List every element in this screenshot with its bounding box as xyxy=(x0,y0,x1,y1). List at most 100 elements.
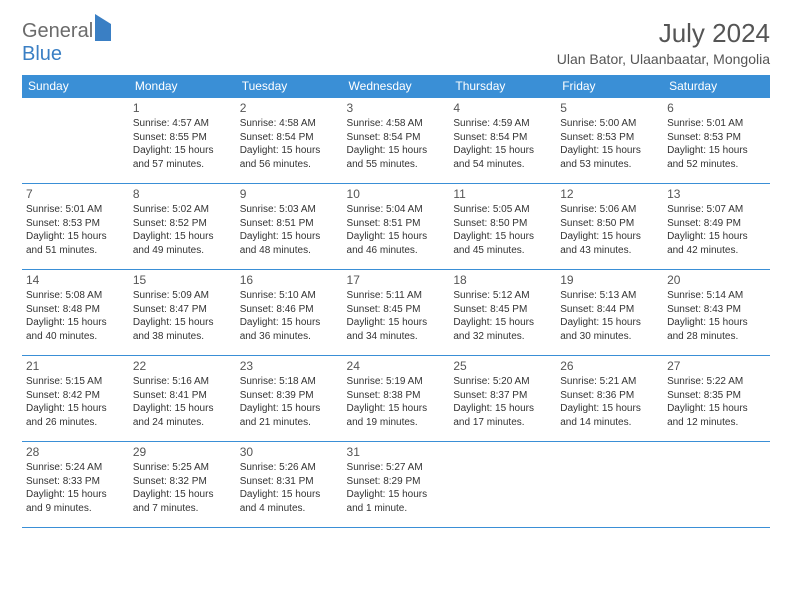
daylight-text: Daylight: 15 hours xyxy=(453,144,552,158)
calendar-day-cell: 30Sunrise: 5:26 AMSunset: 8:31 PMDayligh… xyxy=(236,442,343,528)
sunset-text: Sunset: 8:41 PM xyxy=(133,389,232,403)
sunset-text: Sunset: 8:44 PM xyxy=(560,303,659,317)
sunset-text: Sunset: 8:54 PM xyxy=(240,131,339,145)
weekday-header: Monday xyxy=(129,75,236,98)
calendar-day-cell: 31Sunrise: 5:27 AMSunset: 8:29 PMDayligh… xyxy=(343,442,450,528)
calendar-day-cell: 20Sunrise: 5:14 AMSunset: 8:43 PMDayligh… xyxy=(663,270,770,356)
calendar-day-cell: 19Sunrise: 5:13 AMSunset: 8:44 PMDayligh… xyxy=(556,270,663,356)
sunset-text: Sunset: 8:37 PM xyxy=(453,389,552,403)
sunrise-text: Sunrise: 5:10 AM xyxy=(240,289,339,303)
sunrise-text: Sunrise: 4:58 AM xyxy=(240,117,339,131)
daylight-text: Daylight: 15 hours xyxy=(26,316,125,330)
calendar-day-cell: 12Sunrise: 5:06 AMSunset: 8:50 PMDayligh… xyxy=(556,184,663,270)
calendar-day-cell: 10Sunrise: 5:04 AMSunset: 8:51 PMDayligh… xyxy=(343,184,450,270)
calendar-day-cell: 7Sunrise: 5:01 AMSunset: 8:53 PMDaylight… xyxy=(22,184,129,270)
daylight-text: Daylight: 15 hours xyxy=(240,144,339,158)
day-number: 26 xyxy=(560,358,659,374)
calendar-day-cell: 8Sunrise: 5:02 AMSunset: 8:52 PMDaylight… xyxy=(129,184,236,270)
daylight-text: and 7 minutes. xyxy=(133,502,232,516)
calendar-week-row: 1Sunrise: 4:57 AMSunset: 8:55 PMDaylight… xyxy=(22,98,770,184)
calendar-week-row: 28Sunrise: 5:24 AMSunset: 8:33 PMDayligh… xyxy=(22,442,770,528)
sunset-text: Sunset: 8:53 PM xyxy=(667,131,766,145)
sunset-text: Sunset: 8:48 PM xyxy=(26,303,125,317)
day-number: 22 xyxy=(133,358,232,374)
sunrise-text: Sunrise: 5:04 AM xyxy=(347,203,446,217)
daylight-text: Daylight: 15 hours xyxy=(133,144,232,158)
calendar-day-cell: 23Sunrise: 5:18 AMSunset: 8:39 PMDayligh… xyxy=(236,356,343,442)
sunset-text: Sunset: 8:54 PM xyxy=(347,131,446,145)
daylight-text: Daylight: 15 hours xyxy=(133,230,232,244)
daylight-text: and 1 minute. xyxy=(347,502,446,516)
daylight-text: and 46 minutes. xyxy=(347,244,446,258)
day-number: 16 xyxy=(240,272,339,288)
daylight-text: and 55 minutes. xyxy=(347,158,446,172)
calendar-day-cell: 1Sunrise: 4:57 AMSunset: 8:55 PMDaylight… xyxy=(129,98,236,184)
sunrise-text: Sunrise: 5:01 AM xyxy=(667,117,766,131)
sunrise-text: Sunrise: 5:08 AM xyxy=(26,289,125,303)
daylight-text: and 49 minutes. xyxy=(133,244,232,258)
day-number: 25 xyxy=(453,358,552,374)
logo-text-2: Blue xyxy=(22,43,62,65)
calendar-day-cell: 13Sunrise: 5:07 AMSunset: 8:49 PMDayligh… xyxy=(663,184,770,270)
daylight-text: Daylight: 15 hours xyxy=(133,488,232,502)
sunset-text: Sunset: 8:32 PM xyxy=(133,475,232,489)
day-number: 6 xyxy=(667,100,766,116)
sunrise-text: Sunrise: 5:09 AM xyxy=(133,289,232,303)
sunrise-text: Sunrise: 5:21 AM xyxy=(560,375,659,389)
daylight-text: and 38 minutes. xyxy=(133,330,232,344)
daylight-text: and 34 minutes. xyxy=(347,330,446,344)
daylight-text: Daylight: 15 hours xyxy=(240,230,339,244)
sunset-text: Sunset: 8:55 PM xyxy=(133,131,232,145)
daylight-text: Daylight: 15 hours xyxy=(560,144,659,158)
daylight-text: and 14 minutes. xyxy=(560,416,659,430)
calendar-day-cell: 17Sunrise: 5:11 AMSunset: 8:45 PMDayligh… xyxy=(343,270,450,356)
day-number: 10 xyxy=(347,186,446,202)
daylight-text: Daylight: 15 hours xyxy=(667,144,766,158)
weekday-header: Saturday xyxy=(663,75,770,98)
sunset-text: Sunset: 8:51 PM xyxy=(240,217,339,231)
logo-mark-icon xyxy=(95,14,111,41)
day-number: 21 xyxy=(26,358,125,374)
day-number: 13 xyxy=(667,186,766,202)
daylight-text: Daylight: 15 hours xyxy=(560,402,659,416)
calendar-day-cell: 18Sunrise: 5:12 AMSunset: 8:45 PMDayligh… xyxy=(449,270,556,356)
day-number: 20 xyxy=(667,272,766,288)
sunset-text: Sunset: 8:47 PM xyxy=(133,303,232,317)
day-number: 11 xyxy=(453,186,552,202)
day-number: 17 xyxy=(347,272,446,288)
weekday-header: Thursday xyxy=(449,75,556,98)
daylight-text: and 40 minutes. xyxy=(26,330,125,344)
daylight-text: Daylight: 15 hours xyxy=(347,488,446,502)
day-number: 2 xyxy=(240,100,339,116)
daylight-text: Daylight: 15 hours xyxy=(453,230,552,244)
daylight-text: and 52 minutes. xyxy=(667,158,766,172)
daylight-text: Daylight: 15 hours xyxy=(240,488,339,502)
sunrise-text: Sunrise: 5:18 AM xyxy=(240,375,339,389)
title-block: July 2024 Ulan Bator, Ulaanbaatar, Mongo… xyxy=(557,18,770,67)
daylight-text: and 12 minutes. xyxy=(667,416,766,430)
sunrise-text: Sunrise: 5:22 AM xyxy=(667,375,766,389)
sunset-text: Sunset: 8:53 PM xyxy=(26,217,125,231)
sunrise-text: Sunrise: 4:58 AM xyxy=(347,117,446,131)
daylight-text: and 26 minutes. xyxy=(26,416,125,430)
daylight-text: and 42 minutes. xyxy=(667,244,766,258)
daylight-text: and 17 minutes. xyxy=(453,416,552,430)
sunrise-text: Sunrise: 5:26 AM xyxy=(240,461,339,475)
calendar-day-cell: 9Sunrise: 5:03 AMSunset: 8:51 PMDaylight… xyxy=(236,184,343,270)
sunset-text: Sunset: 8:31 PM xyxy=(240,475,339,489)
daylight-text: Daylight: 15 hours xyxy=(667,402,766,416)
sunset-text: Sunset: 8:42 PM xyxy=(26,389,125,403)
calendar-day-cell: 2Sunrise: 4:58 AMSunset: 8:54 PMDaylight… xyxy=(236,98,343,184)
calendar-day-cell: 16Sunrise: 5:10 AMSunset: 8:46 PMDayligh… xyxy=(236,270,343,356)
day-number: 12 xyxy=(560,186,659,202)
day-number: 29 xyxy=(133,444,232,460)
sunrise-text: Sunrise: 5:14 AM xyxy=(667,289,766,303)
day-number: 9 xyxy=(240,186,339,202)
sunrise-text: Sunrise: 5:25 AM xyxy=(133,461,232,475)
calendar-day-cell: 28Sunrise: 5:24 AMSunset: 8:33 PMDayligh… xyxy=(22,442,129,528)
sunset-text: Sunset: 8:52 PM xyxy=(133,217,232,231)
daylight-text: and 30 minutes. xyxy=(560,330,659,344)
daylight-text: Daylight: 15 hours xyxy=(453,402,552,416)
header: General Blue July 2024 Ulan Bator, Ulaan… xyxy=(22,18,770,67)
calendar-day-cell: 21Sunrise: 5:15 AMSunset: 8:42 PMDayligh… xyxy=(22,356,129,442)
